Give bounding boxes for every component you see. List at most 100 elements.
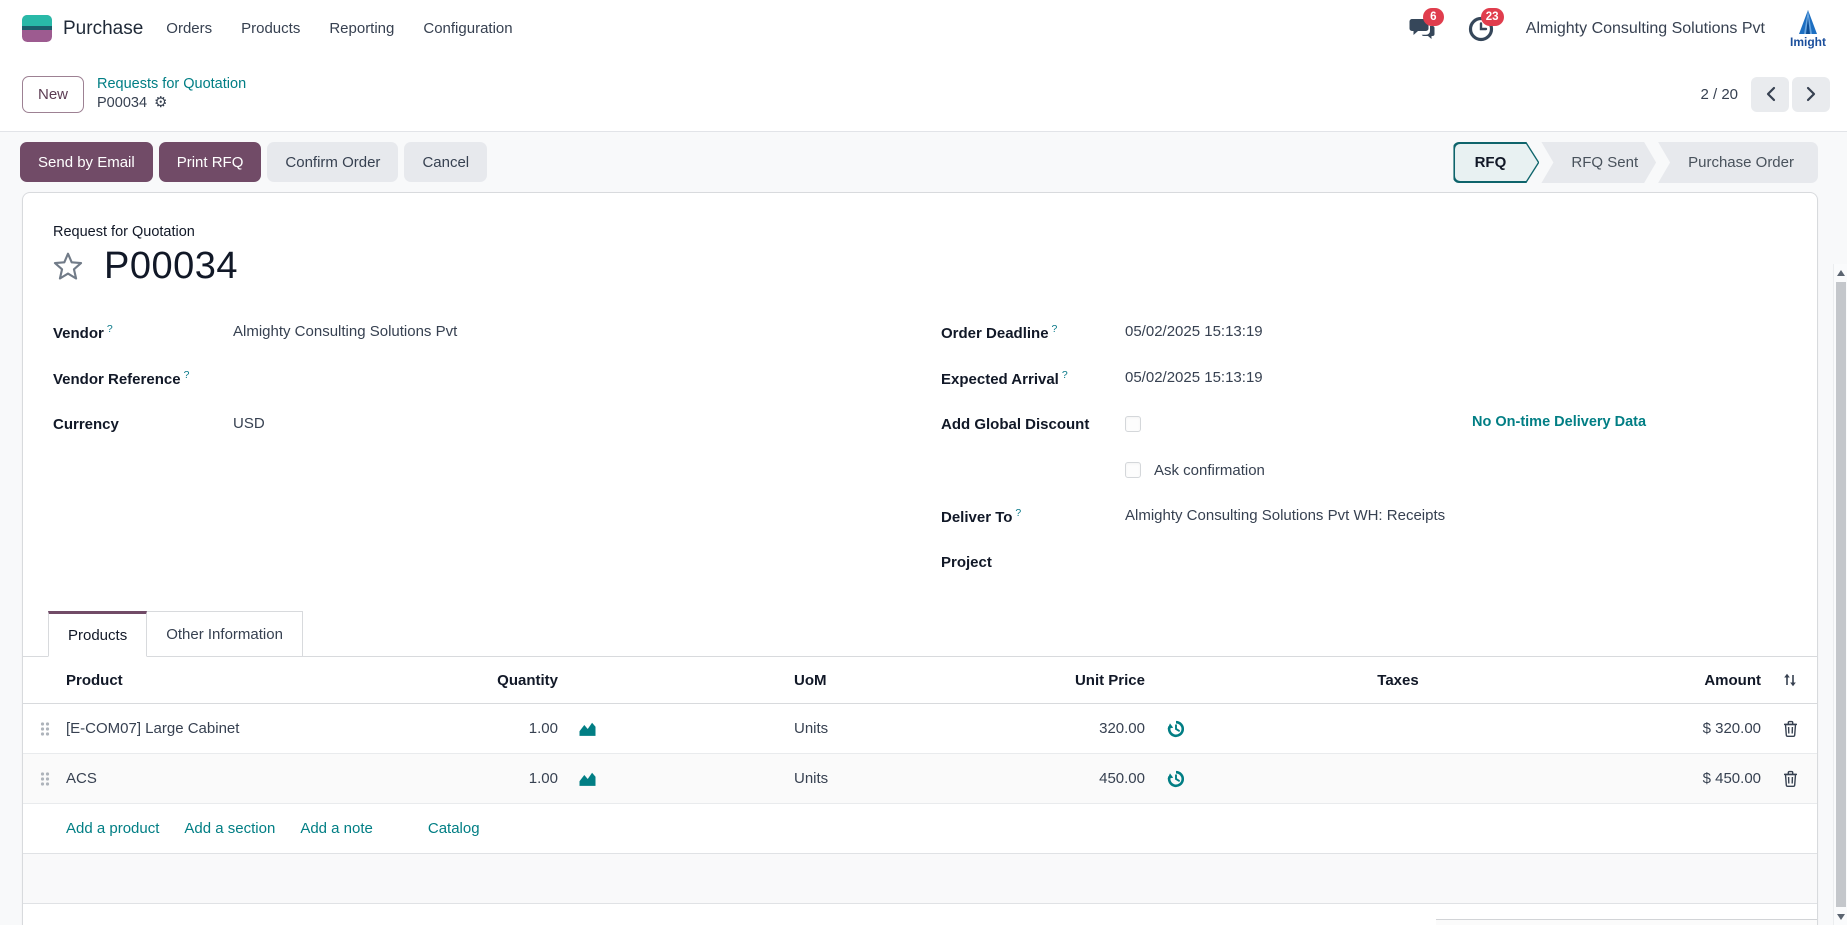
app-name[interactable]: Purchase — [63, 17, 144, 39]
ask-confirmation-label: Ask confirmation — [1154, 461, 1265, 479]
vendor-value[interactable]: Almighty Consulting Solutions Pvt — [233, 323, 458, 340]
totals-panel-edge — [1436, 919, 1817, 925]
status-step-rfq[interactable]: RFQ — [1453, 142, 1539, 183]
product-cell[interactable]: [E-COM07] Large Cabinet — [66, 720, 240, 737]
quantity-cell[interactable]: 1.00 — [528, 720, 558, 737]
product-cell[interactable]: ACS — [66, 770, 97, 787]
currency-value[interactable]: USD — [233, 415, 265, 432]
status-step-rfq-sent[interactable]: RFQ Sent — [1541, 142, 1656, 183]
pager-next-button[interactable] — [1792, 76, 1830, 112]
project-value[interactable] — [1125, 553, 1165, 571]
expected-arrival-label: Expected Arrival — [941, 370, 1059, 388]
amount-cell: $ 320.00 — [1702, 720, 1761, 737]
favorite-star-icon[interactable] — [51, 250, 85, 284]
menu-item-reporting[interactable]: Reporting — [329, 20, 395, 37]
add-section-link[interactable]: Add a section — [184, 820, 276, 837]
ask-confirmation-checkbox[interactable] — [1125, 462, 1141, 478]
optional-columns-icon[interactable] — [1761, 672, 1819, 688]
scrollbar-thumb[interactable] — [1836, 282, 1846, 907]
status-step-label: RFQ — [1474, 154, 1507, 171]
breadcrumb-parent-link[interactable]: Requests for Quotation — [97, 76, 247, 92]
scroll-up-arrow-icon[interactable] — [1837, 270, 1845, 276]
gear-icon[interactable]: ⚙ — [154, 94, 168, 111]
tab-products[interactable]: Products — [48, 611, 148, 657]
forecast-chart-icon[interactable] — [558, 771, 794, 787]
field-order-deadline: Order Deadline? 05/02/2025 15:13:19 — [941, 309, 1445, 355]
pager-count: 2 / 20 — [1700, 85, 1738, 103]
price-history-icon[interactable] — [1145, 770, 1213, 788]
menu-item-configuration[interactable]: Configuration — [423, 20, 513, 37]
field-project: Project — [941, 539, 1445, 585]
currency-label: Currency — [53, 415, 119, 433]
uom-cell[interactable]: Units — [794, 720, 829, 737]
page-title[interactable]: P00034 — [104, 245, 239, 287]
status-arrow-fill — [1455, 144, 1538, 182]
deliver-to-value[interactable]: Almighty Consulting Solutions Pvt WH: Re… — [1125, 507, 1446, 524]
status-step-purchase-order[interactable]: Purchase Order — [1658, 142, 1818, 183]
table-empty-band — [23, 854, 1817, 904]
new-button[interactable]: New — [22, 75, 85, 113]
imight-logo[interactable]: Imight — [1783, 6, 1833, 52]
unit-price-cell[interactable]: 320.00 — [1099, 720, 1145, 737]
column-header-amount[interactable]: Amount — [1704, 671, 1761, 689]
column-header-taxes[interactable]: Taxes — [1377, 671, 1419, 689]
purchase-app-icon[interactable] — [22, 15, 52, 42]
cancel-button[interactable]: Cancel — [404, 142, 488, 182]
quantity-cell[interactable]: 1.00 — [528, 770, 558, 787]
vendor-reference-value[interactable] — [233, 369, 273, 387]
help-icon: ? — [1051, 322, 1058, 335]
order-deadline-label: Order Deadline — [941, 324, 1049, 342]
column-header-quantity[interactable]: Quantity — [497, 671, 558, 689]
field-group-right: Order Deadline? 05/02/2025 15:13:19 Expe… — [941, 309, 1646, 585]
add-note-link[interactable]: Add a note — [300, 820, 373, 837]
menu-item-orders[interactable]: Orders — [166, 20, 213, 37]
add-product-link[interactable]: Add a product — [66, 820, 160, 837]
delete-row-icon[interactable] — [1761, 720, 1819, 737]
tab-other-information[interactable]: Other Information — [147, 611, 303, 657]
field-currency: Currency USD — [53, 401, 457, 447]
vertical-scrollbar[interactable] — [1833, 264, 1847, 925]
company-switcher[interactable]: Almighty Consulting Solutions Pvt — [1525, 19, 1765, 37]
title-row: P00034 — [51, 245, 238, 288]
order-deadline-value[interactable]: 05/02/2025 15:13:19 — [1125, 323, 1263, 340]
pager-previous-button[interactable] — [1751, 76, 1789, 112]
drag-handle-icon[interactable] — [23, 704, 66, 753]
unit-price-cell[interactable]: 450.00 — [1099, 770, 1145, 787]
column-header-uom[interactable]: UoM — [794, 671, 827, 689]
on-time-delivery-link[interactable]: No On-time Delivery Data — [1472, 414, 1647, 430]
print-rfq-button[interactable]: Print RFQ — [158, 142, 262, 182]
control-panel: New Requests for Quotation P00034 ⚙ 2 / … — [0, 57, 1847, 132]
menu-item-products[interactable]: Products — [241, 20, 301, 37]
price-history-icon[interactable] — [1145, 720, 1213, 738]
column-header-unit-price[interactable]: Unit Price — [1074, 671, 1145, 689]
content-area: Send by Email Print RFQ Confirm Order Ca… — [0, 132, 1847, 925]
amount-cell: $ 450.00 — [1702, 770, 1761, 787]
confirm-order-button[interactable]: Confirm Order — [267, 142, 399, 182]
doc-type-label: Request for Quotation — [53, 224, 195, 240]
project-label: Project — [941, 553, 992, 571]
record-pager: 2 / 20 — [1700, 76, 1830, 112]
delete-row-icon[interactable] — [1761, 770, 1819, 787]
help-icon: ? — [183, 368, 190, 381]
field-vendor: Vendor? Almighty Consulting Solutions Pv… — [53, 309, 457, 355]
column-header-product[interactable]: Product — [66, 671, 123, 689]
uom-cell[interactable]: Units — [794, 770, 829, 787]
table-footer-links: Add a product Add a section Add a note C… — [23, 804, 1817, 854]
send-by-email-button[interactable]: Send by Email — [20, 142, 153, 182]
statusbar: RFQ RFQ Sent Purchase Order — [1453, 142, 1818, 183]
forecast-chart-icon[interactable] — [558, 721, 794, 737]
add-global-discount-checkbox[interactable] — [1125, 416, 1141, 432]
table-header-row: Product Quantity UoM Unit Price Taxes Am… — [23, 657, 1817, 704]
navbar-right: 6 23 Almighty Consulting Solutions Pvt I — [1406, 6, 1833, 52]
scroll-down-arrow-icon[interactable] — [1837, 914, 1845, 920]
activities-button[interactable]: 23 — [1464, 7, 1504, 46]
order-line-row: ACS 1.00 Units 450.00 — [23, 754, 1817, 804]
messages-button[interactable]: 6 — [1406, 7, 1444, 46]
field-group-left: Vendor? Almighty Consulting Solutions Pv… — [53, 309, 457, 447]
expected-arrival-value[interactable]: 05/02/2025 15:13:19 — [1125, 369, 1263, 386]
catalog-link[interactable]: Catalog — [427, 820, 480, 837]
drag-handle-icon[interactable] — [23, 754, 66, 803]
vendor-reference-label: Vendor Reference — [53, 370, 181, 388]
main-menu: Orders Products Reporting Configuration — [164, 14, 514, 43]
